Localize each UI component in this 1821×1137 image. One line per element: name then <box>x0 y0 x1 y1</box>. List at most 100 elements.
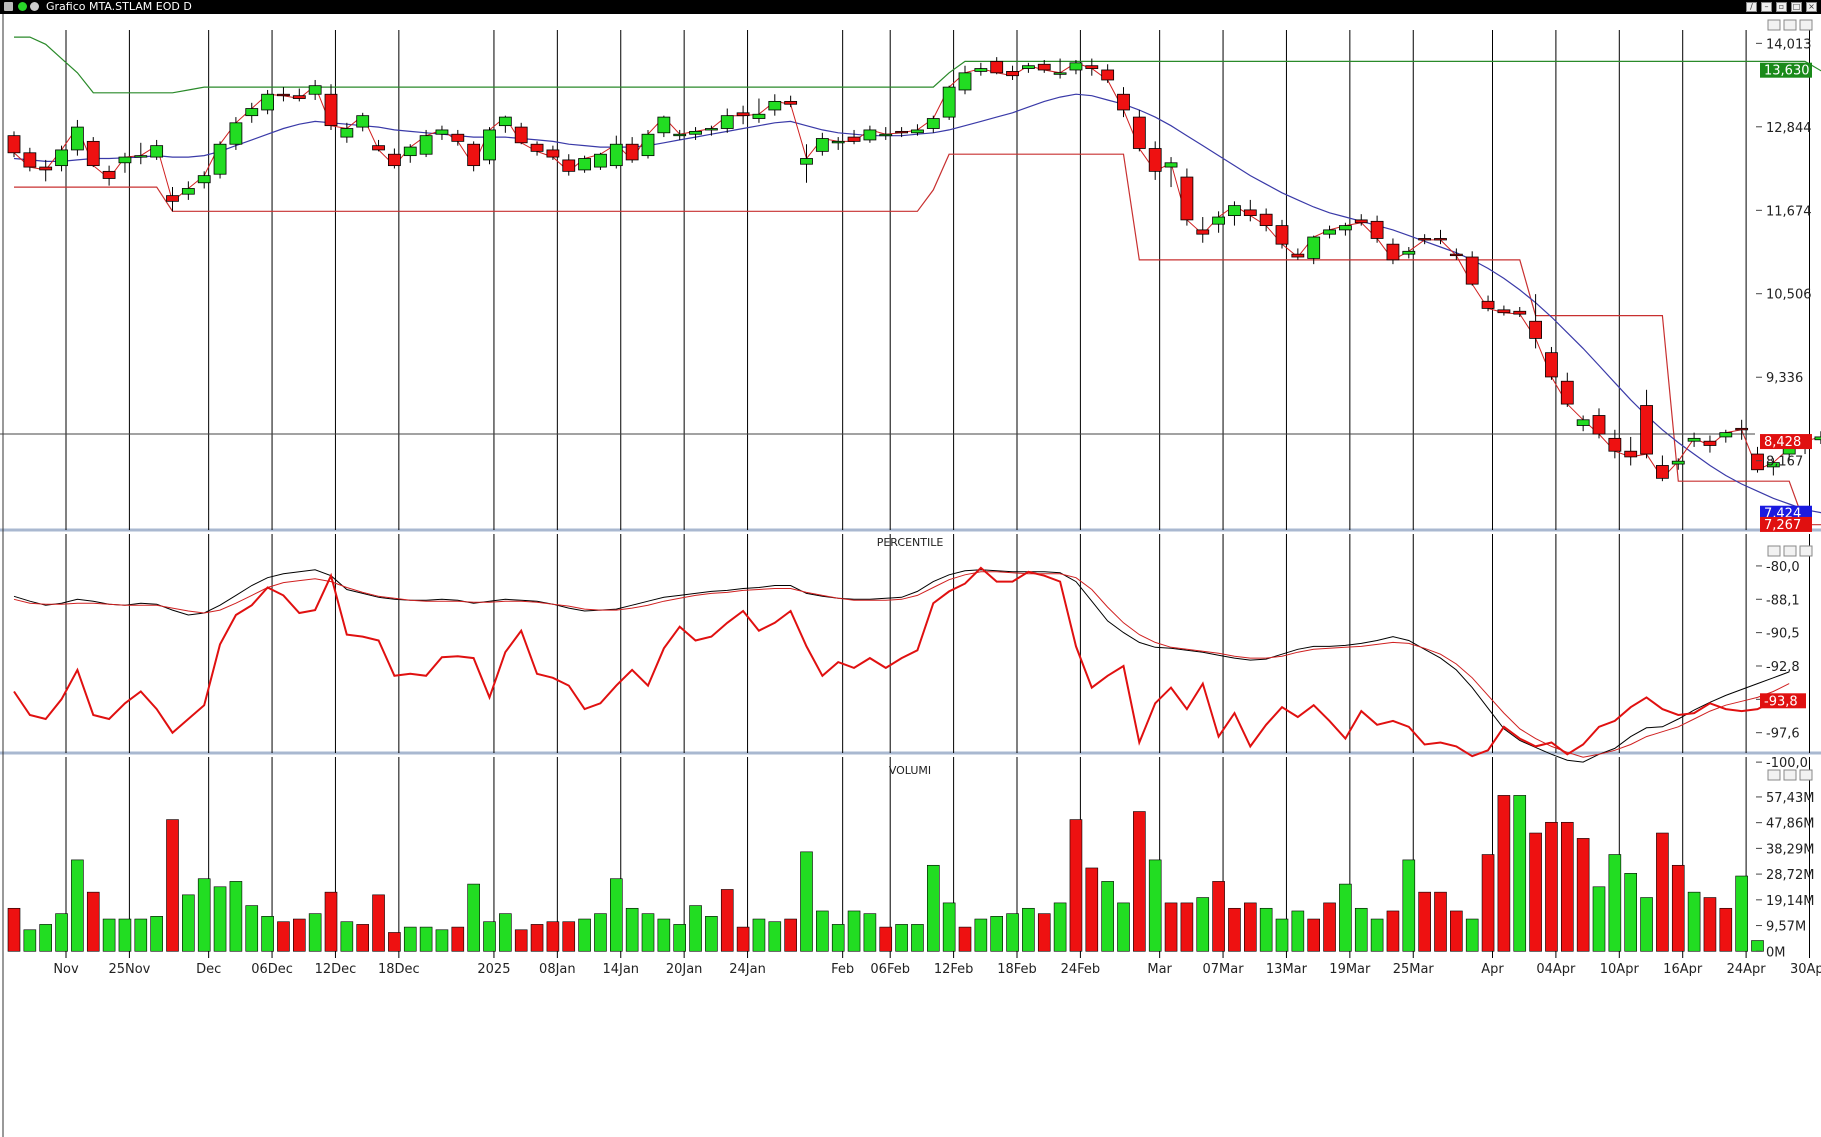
candle <box>1497 305 1511 316</box>
panel-minimize-button[interactable] <box>1767 545 1781 557</box>
volume-bar <box>229 881 243 952</box>
volume-bar <box>1671 864 1685 952</box>
x-tick-label: 06Dec <box>251 962 293 977</box>
close-button[interactable]: × <box>1806 2 1817 12</box>
panel-restore-button[interactable] <box>1783 19 1797 31</box>
candle <box>895 127 908 138</box>
panel-close-button[interactable] <box>1799 19 1813 31</box>
menu-icon[interactable] <box>4 2 13 11</box>
candle <box>467 141 481 172</box>
gray-dot-icon[interactable] <box>30 2 39 11</box>
candle <box>942 85 956 120</box>
maximize-button[interactable]: □ <box>1791 2 1802 12</box>
candle <box>55 145 68 172</box>
x-tick-label: 24Feb <box>1061 962 1101 977</box>
candle-body <box>39 166 53 171</box>
candle-body <box>292 95 306 99</box>
volume-bar <box>530 924 544 952</box>
minimize-button[interactable]: – <box>1761 2 1772 12</box>
panel-close-button[interactable] <box>1799 769 1813 781</box>
candle-body <box>1085 65 1099 69</box>
volume-bar <box>1244 902 1257 952</box>
candle-body <box>1117 93 1130 111</box>
volume-bar <box>403 926 417 952</box>
green-dot-icon[interactable] <box>18 2 27 11</box>
candle <box>1418 234 1432 245</box>
candle <box>372 139 385 152</box>
candle <box>911 124 924 136</box>
candle <box>1117 87 1130 118</box>
volume-bar <box>1608 854 1622 952</box>
candle-body <box>1164 162 1178 168</box>
volume-bar <box>609 878 623 952</box>
candle <box>800 144 813 183</box>
candle-body <box>641 133 655 157</box>
candle <box>1069 59 1083 75</box>
volume-bar <box>1037 913 1051 952</box>
price-label-bg <box>1760 434 1812 450</box>
candle <box>1719 429 1733 443</box>
candle <box>1228 201 1241 226</box>
candle <box>1006 65 1019 80</box>
candle-body <box>926 118 940 129</box>
volume-bar <box>213 886 227 952</box>
link-icon[interactable]: ∕ <box>1746 2 1757 12</box>
candle <box>166 187 179 212</box>
candle-body <box>467 143 481 167</box>
candle <box>1560 372 1574 407</box>
candle-body <box>340 128 354 138</box>
window-title: Grafico MTA.STLAM EOD D <box>46 0 192 13</box>
candle <box>1386 238 1400 265</box>
volume-bar <box>1465 918 1479 952</box>
x-tick-label: Mar <box>1147 962 1172 977</box>
panel-minimize-button[interactable] <box>1767 19 1781 31</box>
x-tick-label: 04Apr <box>1536 962 1576 977</box>
candle-body <box>689 130 702 135</box>
panel-close-button[interactable] <box>1799 545 1813 557</box>
volume-bar <box>1561 821 1574 952</box>
y-tick-label: 12,844 <box>1766 121 1812 136</box>
panel-restore-button[interactable] <box>1783 769 1797 781</box>
volume-bar <box>974 918 988 952</box>
candle <box>1434 229 1447 245</box>
candle-body <box>594 153 607 168</box>
volume-bar <box>86 891 100 952</box>
candle <box>705 125 718 136</box>
volume-bar <box>1196 897 1210 952</box>
candle <box>1132 109 1146 152</box>
candle-body <box>1671 460 1685 465</box>
x-tick-label: 06Feb <box>870 962 910 977</box>
x-tick-label: 13Mar <box>1266 962 1308 977</box>
candle <box>1148 141 1162 180</box>
candle <box>578 155 591 173</box>
candle <box>657 115 671 138</box>
candle <box>245 102 259 123</box>
volume-bar <box>356 924 370 952</box>
candle-body <box>530 143 544 152</box>
candle-body <box>1354 219 1368 224</box>
candle-body <box>990 61 1004 74</box>
candle <box>990 57 1004 75</box>
candle-body <box>166 195 179 202</box>
volume-bar <box>435 929 449 952</box>
candle <box>641 129 655 159</box>
percentile-series-line <box>13 566 1790 758</box>
candle-body <box>419 135 433 155</box>
volume-bar <box>292 918 306 952</box>
x-tick-label: 2025 <box>477 962 510 977</box>
x-tick-label: 07Mar <box>1203 962 1245 977</box>
percentile-last-text: -93,8 <box>1764 694 1798 709</box>
candle <box>387 148 401 169</box>
candle-body <box>1386 243 1400 261</box>
volume-bar <box>1687 891 1701 952</box>
candle-body <box>1418 238 1432 241</box>
x-tick-label: 20Jan <box>666 962 703 977</box>
volume-bar <box>1228 907 1241 952</box>
panel-restore-button[interactable] <box>1783 545 1797 557</box>
candle-body <box>1101 69 1115 81</box>
panel-minimize-button[interactable] <box>1767 769 1781 781</box>
candle-body <box>705 128 718 131</box>
chart-area: PERCENTILE VOLUMI 14,013 12,844 11,674 10,5… <box>0 14 1821 1137</box>
candle-body <box>546 149 560 158</box>
restore-button[interactable]: ▫ <box>1776 2 1787 12</box>
